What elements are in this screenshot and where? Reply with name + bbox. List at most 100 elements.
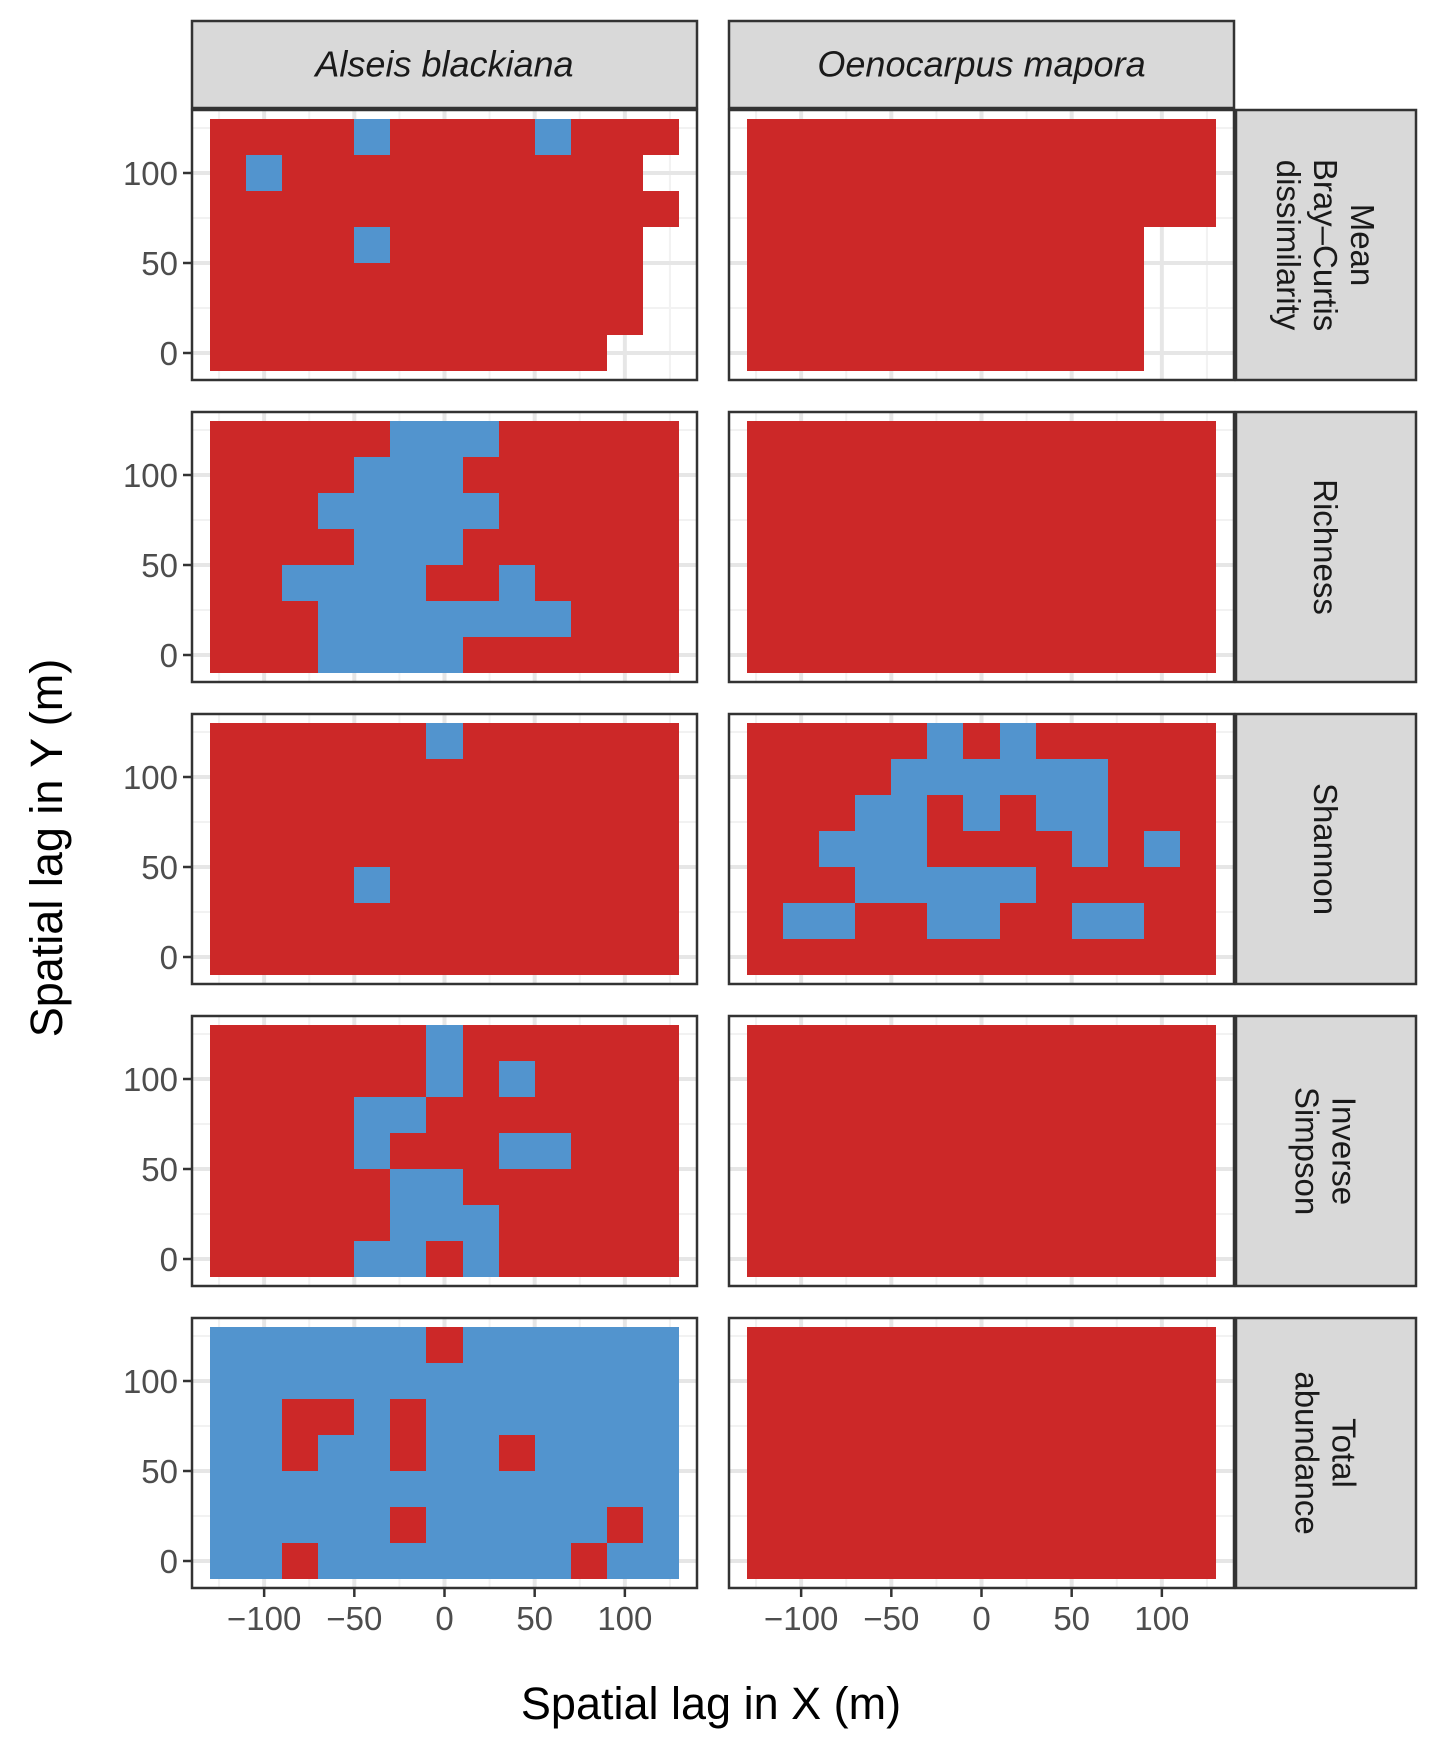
heatmap-cell [426,795,463,831]
heatmap-cell [535,1169,571,1205]
heatmap-cell [783,795,819,831]
heatmap-cell [535,1435,571,1471]
heatmap-cell [963,1327,1000,1363]
heatmap-cell [855,1327,891,1363]
heatmap-cell [354,155,390,191]
heatmap-cell [246,1543,282,1579]
heatmap-cell [1108,1169,1144,1205]
heatmap-cell [1180,191,1216,227]
heatmap-cell [463,263,499,299]
heatmap-cell [210,1435,246,1471]
heatmap-cell [747,1133,783,1169]
axes-layer: 0 50 100 0 50 100 0 50 100 0 50 100 0 50 100 −100 −50 0 50… [123,155,1189,1637]
heatmap-cell [819,939,855,975]
heatmap-cell [607,867,643,903]
heatmap-cell [390,155,426,191]
heatmap-cell [571,1399,607,1435]
heatmap-cell [1108,1097,1144,1133]
heatmap-cell [891,227,927,263]
heatmap-cell [210,529,246,565]
heatmap-cell [318,1169,354,1205]
heatmap-cell [1108,1205,1144,1241]
heatmap-cell [963,1133,1000,1169]
x-tick-label: 100 [597,1600,652,1637]
heatmap-cell [426,903,463,939]
heatmap-cell [1036,1025,1072,1061]
heatmap-cell [1180,939,1216,975]
heatmap-cell [246,831,282,867]
heatmap-cell [282,119,318,155]
heatmap-cell [390,1241,426,1277]
row-strip [1234,1014,1418,1288]
heatmap-cell [963,1363,1000,1399]
heatmap-cell [535,601,571,637]
heatmap-cell [535,1241,571,1277]
x-tick-label: 0 [435,1600,453,1637]
heatmap-cell [855,1205,891,1241]
heatmap-cell [819,1435,855,1471]
heatmap-cell [499,1543,535,1579]
heatmap-cell [963,1169,1000,1205]
heatmap-cell [210,1169,246,1205]
heatmap-cell [354,191,390,227]
heatmap-cell [318,939,354,975]
heatmap-cell [963,1507,1000,1543]
heatmap-cell [463,1205,499,1241]
heatmap-cell [354,457,390,493]
heatmap-cell [1180,637,1216,673]
heatmap-cell [390,119,426,155]
heatmap-cell [607,1205,643,1241]
heatmap-cell [390,795,426,831]
heatmap-cell [891,191,927,227]
heatmap-cell [426,1169,463,1205]
heatmap-cell [783,1061,819,1097]
heatmap-cell [1144,1241,1180,1277]
heatmap-cell [855,493,891,529]
heatmap-cell [963,119,1000,155]
heatmap-cell [1072,795,1108,831]
heatmap-cell [747,1097,783,1133]
heatmap-cell [1036,191,1072,227]
heatmap-cell [1036,1435,1072,1471]
heatmap-cell [855,1543,891,1579]
heatmap-cell [282,759,318,795]
heatmap-cell [783,493,819,529]
heatmap-cell [246,759,282,795]
heatmap-cell [499,1169,535,1205]
heatmap-cell [318,903,354,939]
heatmap-cell [571,421,607,457]
heatmap-cell [1144,903,1180,939]
heatmap-cell [1000,831,1036,867]
heatmap-cell [1072,903,1108,939]
heatmap-cell [1000,299,1036,335]
heatmap-cell [571,1241,607,1277]
heatmap-cell [463,335,499,371]
heatmap-cell [783,1543,819,1579]
heatmap-cell [1072,1399,1108,1435]
heatmap-cell [282,335,318,371]
row-strip-label-line: Richness [1307,479,1344,615]
heatmap-cell [210,939,246,975]
heatmap-cell [571,299,607,335]
heatmap-cell [1108,867,1144,903]
heatmap-cell [1108,421,1144,457]
heatmap-cell [963,1543,1000,1579]
heatmap-cell [927,1169,963,1205]
heatmap-cell [1072,637,1108,673]
heatmap-cell [927,1097,963,1133]
heatmap-cell [499,1097,535,1133]
heatmap-cell [210,1133,246,1169]
heatmap-cell [426,1543,463,1579]
heatmap-cell [463,421,499,457]
heatmap-cell [1036,299,1072,335]
heatmap-cell [607,421,643,457]
heatmap-cell [426,1241,463,1277]
heatmap-cell [963,529,1000,565]
heatmap-cell [891,457,927,493]
x-tick-label: 0 [972,1600,990,1637]
heatmap-cell [535,637,571,673]
heatmap-cell [607,1471,643,1507]
heatmap-cell [819,1205,855,1241]
heatmap-cell [246,529,282,565]
heatmap-cell [963,565,1000,601]
